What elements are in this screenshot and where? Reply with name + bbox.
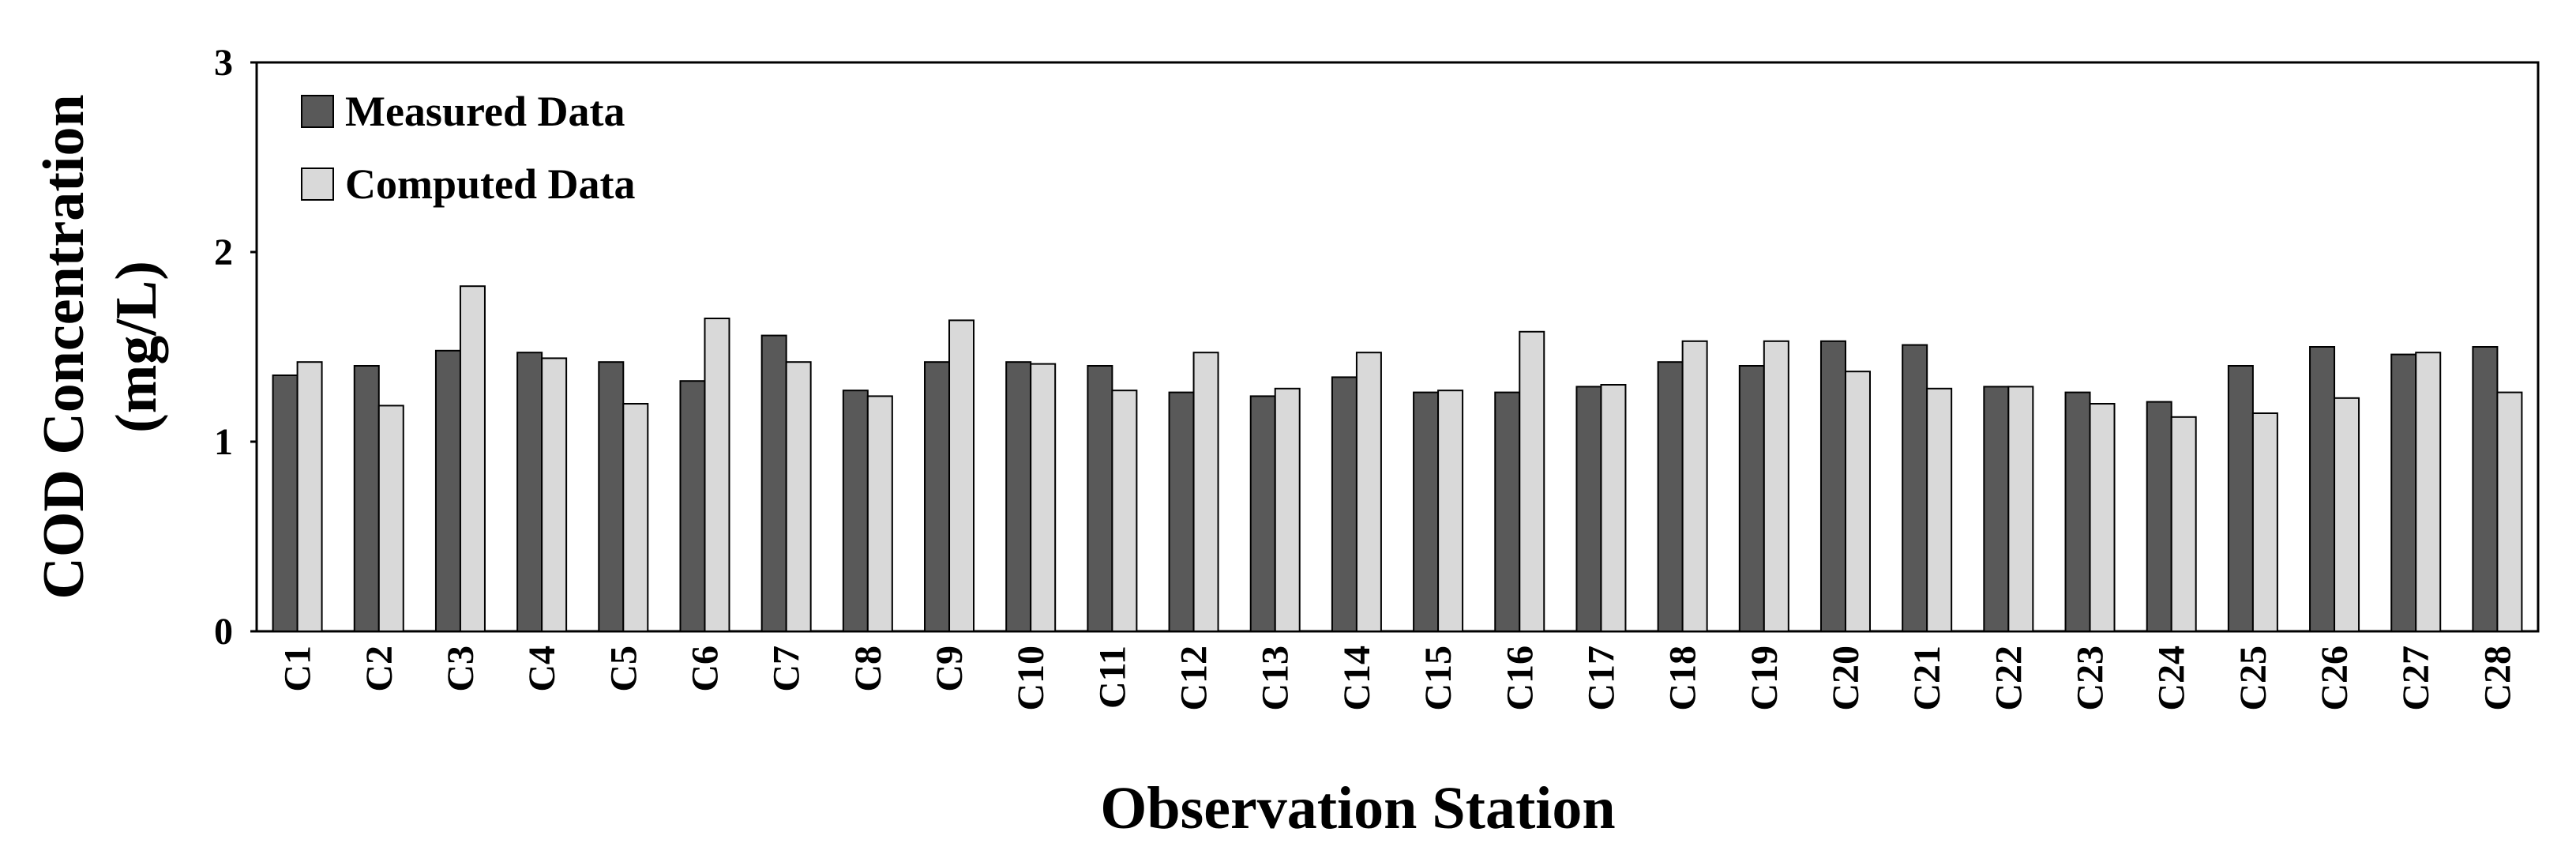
- bar: [1983, 386, 2010, 632]
- y-tick-label: 1: [214, 421, 233, 463]
- bar: [760, 334, 787, 632]
- bar: [1902, 344, 1928, 632]
- bar: [1844, 371, 1871, 632]
- bar: [1331, 376, 1357, 632]
- bar: [2472, 346, 2499, 632]
- x-tick-label: C26: [2314, 646, 2356, 711]
- bar: [377, 405, 404, 633]
- bar: [353, 365, 380, 632]
- x-axis-title: Observation Station: [1100, 775, 1615, 841]
- bar: [2170, 416, 2197, 632]
- bar: [598, 361, 625, 632]
- x-tick-label: C22: [1988, 646, 2030, 711]
- bar: [1274, 387, 1301, 632]
- bar: [516, 352, 543, 632]
- x-tick-label: C13: [1255, 646, 1297, 711]
- bar: [1355, 352, 1382, 632]
- x-tick-label: C15: [1418, 646, 1459, 711]
- x-tick-label: C21: [1906, 646, 1948, 711]
- bar: [1192, 352, 1219, 632]
- bar: [1819, 340, 1846, 632]
- bar: [2334, 397, 2360, 632]
- bar: [1657, 361, 1684, 632]
- bar: [2309, 346, 2336, 632]
- bar: [924, 361, 951, 632]
- bar: [1249, 395, 1276, 632]
- x-tick-label: C27: [2395, 646, 2437, 711]
- bar: [434, 349, 461, 632]
- x-tick-label: C8: [847, 646, 889, 692]
- bar: [2007, 386, 2034, 632]
- bar: [1111, 390, 1138, 632]
- bar: [1168, 391, 1195, 632]
- x-tick-label: C16: [1499, 646, 1541, 711]
- bar: [1681, 340, 1708, 632]
- bar: [2390, 353, 2417, 632]
- y-tick-label: 2: [214, 231, 233, 273]
- bar: [272, 375, 299, 632]
- bar: [541, 357, 568, 632]
- x-tick-label: C9: [929, 646, 971, 692]
- legend-swatch: [301, 95, 334, 128]
- legend-label: Computed Data: [345, 160, 636, 208]
- x-tick-label: C6: [684, 646, 726, 692]
- x-tick-label: C4: [521, 646, 563, 692]
- legend-label: Measured Data: [345, 88, 625, 135]
- bar: [866, 395, 893, 632]
- x-tick-label: C10: [1010, 646, 1052, 711]
- x-tick-label: C7: [766, 646, 808, 692]
- bar: [2089, 403, 2116, 632]
- bar: [1738, 365, 1765, 632]
- y-tick-label: 0: [214, 611, 233, 653]
- bar: [296, 361, 323, 632]
- x-tick-label: C28: [2476, 646, 2518, 711]
- bar: [2251, 412, 2278, 632]
- bar: [948, 319, 975, 632]
- bar: [1926, 387, 1953, 632]
- x-tick-label: C23: [2070, 646, 2112, 711]
- bar: [1030, 363, 1057, 632]
- x-tick-label: C11: [1091, 646, 1133, 709]
- bar: [1600, 384, 1627, 632]
- bar: [679, 380, 706, 632]
- bar: [2415, 352, 2442, 632]
- bar: [704, 318, 730, 632]
- bar: [1519, 330, 1545, 632]
- x-tick-label: C2: [359, 646, 400, 692]
- bar: [1575, 386, 1602, 632]
- bar: [2146, 401, 2172, 632]
- x-tick-label: C20: [1825, 646, 1867, 711]
- bar: [622, 403, 649, 632]
- bar: [842, 390, 869, 632]
- y-tick-label: 3: [214, 42, 233, 84]
- bar: [1437, 390, 1464, 632]
- bar: [1005, 361, 1032, 632]
- x-tick-label: C18: [1662, 646, 1704, 711]
- bar: [2496, 391, 2523, 632]
- y-axis-title: (mg/L): [104, 261, 169, 433]
- x-tick-label: C19: [1744, 646, 1786, 711]
- bar: [2064, 391, 2091, 632]
- bar: [785, 361, 812, 632]
- plot-frame: [255, 61, 2540, 633]
- bar: [1763, 340, 1789, 632]
- x-tick-label: C5: [603, 646, 644, 692]
- x-tick-label: C17: [1580, 646, 1622, 711]
- bar: [1413, 391, 1440, 632]
- y-axis-title: COD Concentration: [32, 94, 96, 599]
- x-tick-label: C14: [1336, 646, 1378, 711]
- bar: [459, 285, 486, 632]
- x-tick-label: C24: [2151, 646, 2193, 711]
- x-tick-label: C3: [440, 646, 482, 692]
- bar: [1087, 365, 1113, 632]
- legend-swatch: [301, 168, 334, 201]
- bar: [1494, 391, 1521, 632]
- x-tick-label: C1: [277, 646, 319, 692]
- x-tick-label: C12: [1173, 646, 1215, 711]
- x-tick-label: C25: [2232, 646, 2274, 711]
- bar: [2227, 365, 2254, 632]
